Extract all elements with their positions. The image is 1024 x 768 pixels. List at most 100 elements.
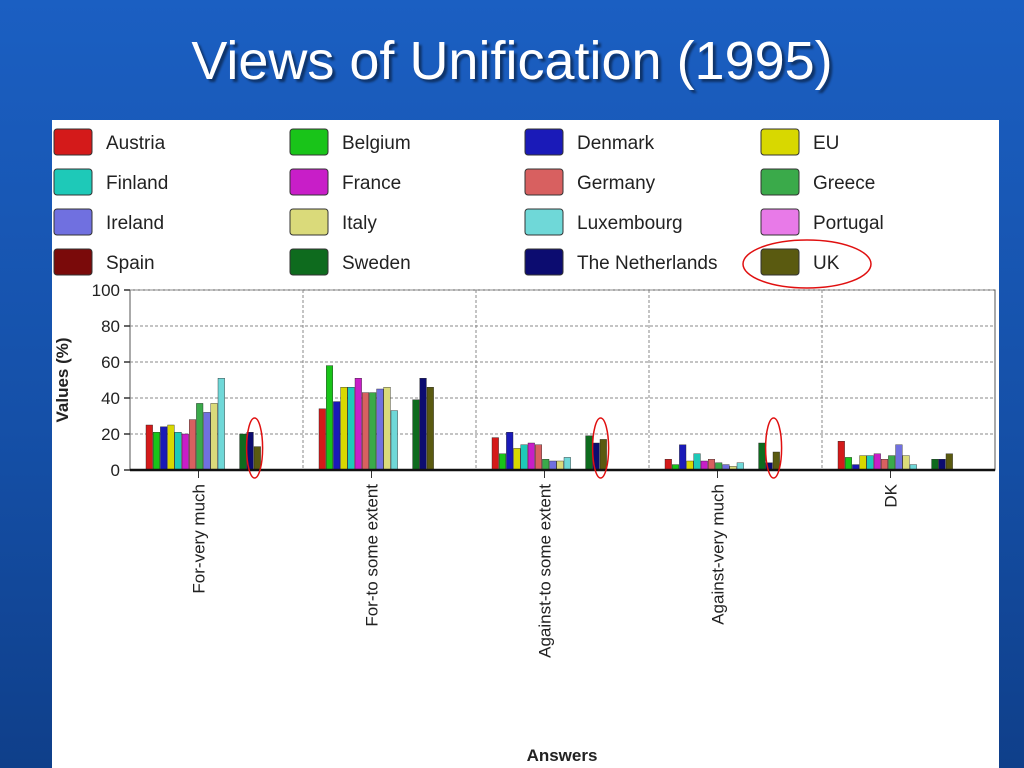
legend-label-uk: UK xyxy=(813,253,840,274)
highlight-uk-for-very-much xyxy=(245,417,264,479)
legend-label-greece: Greece xyxy=(813,173,875,194)
legend-swatch-sweden xyxy=(289,248,329,276)
legend-label-belgium: Belgium xyxy=(342,133,411,154)
bar-eu-against-very-much xyxy=(686,460,694,471)
legend-label-portugal: Portugal xyxy=(813,213,884,234)
y-tick-label-60: 60 xyxy=(101,353,120,372)
category-label-for-very-much: For-very much xyxy=(190,484,209,594)
bar-germany-against-very-much xyxy=(708,459,716,471)
legend-label-spain: Spain xyxy=(106,253,155,274)
legend-swatch-uk xyxy=(760,248,800,276)
legend-swatch-denmark xyxy=(524,128,564,156)
bar-belgium-against-to-some-extent xyxy=(499,453,507,471)
bar-belgium-for-very-much xyxy=(152,432,160,471)
legend-label-sweden: Sweden xyxy=(342,253,411,274)
bar-the-netherlands-for-to-some-extent xyxy=(419,378,427,471)
legend-swatch-belgium xyxy=(289,128,329,156)
bar-austria-for-very-much xyxy=(145,424,153,471)
y-tick-label-100: 100 xyxy=(92,281,120,300)
bar-uk-for-very-much xyxy=(253,446,261,471)
category-label-against-very-much: Against-very much xyxy=(709,484,728,625)
bar-italy-against-to-some-extent xyxy=(556,460,564,471)
bar-germany-dk xyxy=(881,459,889,471)
bar-uk-against-to-some-extent xyxy=(599,439,607,471)
legend-label-luxembourg: Luxembourg xyxy=(577,213,683,234)
bar-finland-against-to-some-extent xyxy=(520,444,528,471)
bar-greece-for-to-some-extent xyxy=(369,392,377,471)
bar-sweden-for-to-some-extent xyxy=(412,399,420,471)
bar-eu-for-very-much xyxy=(167,424,175,471)
legend-label-austria: Austria xyxy=(106,133,166,154)
bar-sweden-dk xyxy=(931,459,939,471)
legend-swatch-finland xyxy=(53,168,93,196)
legend-label-eu: EU xyxy=(813,133,839,154)
bar-sweden-against-to-some-extent xyxy=(585,435,593,471)
bar-eu-dk xyxy=(859,455,867,471)
bar-uk-against-very-much xyxy=(772,451,780,471)
highlight-uk-against-very-much xyxy=(764,417,783,479)
bar-denmark-for-to-some-extent xyxy=(333,401,341,471)
bar-austria-dk xyxy=(837,441,845,471)
legend-swatch-the-netherlands xyxy=(524,248,564,276)
bar-belgium-dk xyxy=(845,457,853,471)
x-axis-title: Answers xyxy=(527,746,598,765)
bar-finland-dk xyxy=(866,455,874,471)
bar-chart: Austria Belgium Denmark EU Finland France Germ… xyxy=(53,128,996,765)
bar-france-against-very-much xyxy=(700,460,708,471)
bar-ireland-for-to-some-extent xyxy=(376,388,384,471)
y-tick-label-20: 20 xyxy=(101,425,120,444)
y-tick-label-40: 40 xyxy=(101,389,120,408)
legend-swatch-germany xyxy=(524,168,564,196)
bar-denmark-for-very-much xyxy=(160,426,168,471)
bar-france-dk xyxy=(873,453,881,471)
category-label-for-to-some-extent: For-to some extent xyxy=(363,484,382,627)
bar-finland-against-very-much xyxy=(693,453,701,471)
bar-austria-against-very-much xyxy=(664,459,672,471)
legend-label-ireland: Ireland xyxy=(106,213,164,234)
plot-area xyxy=(129,289,996,471)
bar-france-for-to-some-extent xyxy=(354,378,362,471)
category-label-dk: DK xyxy=(882,483,901,507)
highlight-uk-legend xyxy=(742,239,872,289)
chart-panel: Austria Belgium Denmark EU Finland France Germ… xyxy=(52,120,999,768)
bar-germany-for-to-some-extent xyxy=(362,392,370,471)
bar-ireland-against-to-some-extent xyxy=(549,460,557,471)
category-label-against-to-some-extent: Against-to some extent xyxy=(536,484,555,658)
bar-uk-dk xyxy=(945,453,953,471)
bar-italy-for-very-much xyxy=(210,403,218,471)
bar-luxembourg-against-to-some-extent xyxy=(563,457,571,471)
bar-france-for-very-much xyxy=(181,433,189,471)
bar-italy-dk xyxy=(902,455,910,471)
bar-the-netherlands-dk xyxy=(938,459,946,471)
y-axis-title: Values (%) xyxy=(53,337,72,422)
legend-label-france: France xyxy=(342,173,401,194)
bar-finland-for-very-much xyxy=(174,432,182,471)
bar-austria-for-to-some-extent xyxy=(318,408,326,471)
bar-france-against-to-some-extent xyxy=(527,442,535,471)
bar-greece-dk xyxy=(888,455,896,471)
legend-label-denmark: Denmark xyxy=(577,133,655,154)
bar-finland-for-to-some-extent xyxy=(347,387,355,471)
legend-label-germany: Germany xyxy=(577,173,656,194)
bar-germany-against-to-some-extent xyxy=(535,444,543,471)
highlight-uk-against-to-some-extent xyxy=(591,417,610,479)
legend-swatch-spain xyxy=(53,248,93,276)
bar-luxembourg-for-very-much xyxy=(217,378,225,471)
legend-swatch-italy xyxy=(289,208,329,236)
bar-ireland-for-very-much xyxy=(203,412,211,471)
bar-sweden-for-very-much xyxy=(239,433,247,471)
bar-belgium-for-to-some-extent xyxy=(326,365,334,471)
bar-uk-for-to-some-extent xyxy=(426,387,434,471)
bar-greece-for-very-much xyxy=(196,403,204,471)
legend-label-the-netherlands: The Netherlands xyxy=(577,253,717,274)
bar-germany-for-very-much xyxy=(188,419,196,471)
bar-italy-for-to-some-extent xyxy=(383,387,391,471)
legend-swatch-austria xyxy=(53,128,93,156)
y-tick-label-0: 0 xyxy=(111,461,120,480)
bar-austria-against-to-some-extent xyxy=(491,437,499,471)
legend-label-finland: Finland xyxy=(106,173,168,194)
legend-swatch-france xyxy=(289,168,329,196)
legend-label-italy: Italy xyxy=(342,213,377,234)
legend-swatch-eu xyxy=(760,128,800,156)
bar-greece-against-to-some-extent xyxy=(542,459,550,471)
